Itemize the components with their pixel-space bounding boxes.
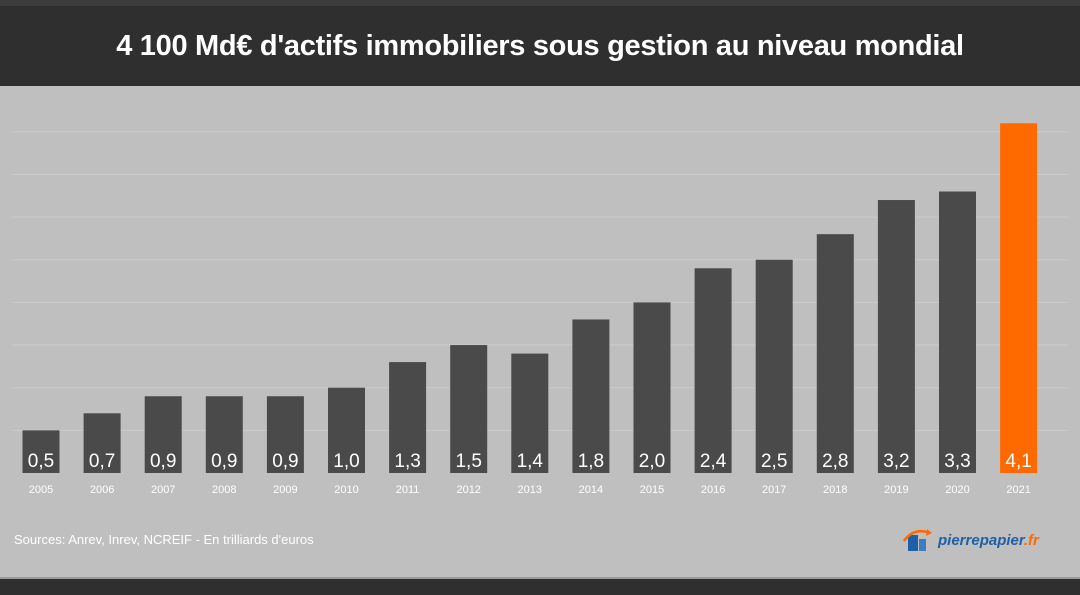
x-tick-label-2008: 2008	[212, 484, 236, 496]
bar-2005	[22, 430, 60, 473]
x-tick-label-2016: 2016	[701, 484, 725, 496]
bar-2010	[328, 387, 365, 473]
x-tick-label-2007: 2007	[151, 484, 175, 496]
bar-2017	[755, 259, 793, 473]
x-tick-label-2011: 2011	[396, 484, 420, 496]
logo: pierrepapier.fr	[902, 527, 1039, 553]
footer-bar	[0, 577, 1080, 595]
x-tick-label-2013: 2013	[518, 484, 542, 496]
x-tick-label-2020: 2020	[945, 484, 969, 496]
chart-header: 4 100 Md€ d'actifs immobiliers sous gest…	[0, 0, 1080, 86]
data-label-2007: 0,9	[150, 451, 176, 472]
data-label-2011: 1,3	[394, 451, 420, 472]
bar-2015	[633, 302, 671, 473]
chart-title: 4 100 Md€ d'actifs immobiliers sous gest…	[116, 29, 964, 62]
x-tick-label-2009: 2009	[273, 484, 297, 496]
data-label-2012: 1,5	[455, 451, 481, 472]
bar-2018	[816, 234, 854, 473]
x-tick-label-2010: 2010	[334, 484, 358, 496]
x-tick-label-2018: 2018	[823, 484, 847, 496]
data-label-2018: 2,8	[822, 451, 848, 472]
x-tick-label-2017: 2017	[762, 484, 786, 496]
logo-text: pierrepapier.fr	[938, 531, 1039, 549]
x-tick-label-2021: 2021	[1006, 484, 1030, 496]
x-tick-label-2005: 2005	[29, 484, 53, 496]
data-label-2016: 2,4	[700, 451, 727, 472]
data-label-2015: 2,0	[639, 451, 665, 472]
bar-2012	[450, 345, 488, 473]
x-tick-label-2019: 2019	[884, 484, 908, 496]
bar-2013	[511, 353, 549, 473]
x-tick-label-2015: 2015	[640, 484, 664, 496]
data-label-2021: 4,1	[1005, 451, 1031, 472]
data-label-2019: 3,2	[883, 451, 909, 472]
bar-2009	[266, 396, 304, 473]
bar-2019	[877, 200, 915, 473]
bar-2016	[694, 268, 732, 473]
data-label-2006: 0,7	[89, 451, 115, 472]
data-label-2013: 1,4	[517, 451, 544, 472]
source-note: Sources: Anrev, Inrev, NCREIF - En trill…	[14, 532, 314, 547]
data-label-2008: 0,9	[211, 451, 237, 472]
data-label-2005: 0,5	[28, 451, 54, 472]
bar-2006	[83, 413, 121, 473]
x-tick-label-2012: 2012	[456, 484, 480, 496]
data-label-2014: 1,8	[578, 451, 604, 472]
bar-2011	[389, 362, 427, 473]
x-tick-label-2006: 2006	[90, 484, 114, 496]
bar-2020	[939, 191, 976, 473]
data-label-2009: 0,9	[272, 451, 298, 472]
bar-2014	[572, 319, 610, 473]
bar-2008	[205, 396, 243, 473]
data-label-2017: 2,5	[761, 451, 787, 472]
data-label-2020: 3,3	[944, 451, 970, 472]
bar-2021	[1000, 123, 1038, 473]
x-tick-label-2014: 2014	[579, 484, 603, 496]
bar-chart: 0,5 2005 0,7 2006 0,9 2007 0,9 2008 0,9 2009 1,0 20…	[12, 123, 1068, 496]
data-label-2010: 1,0	[333, 451, 359, 472]
building-arrow-icon	[902, 529, 932, 551]
bar-2007	[144, 396, 182, 473]
